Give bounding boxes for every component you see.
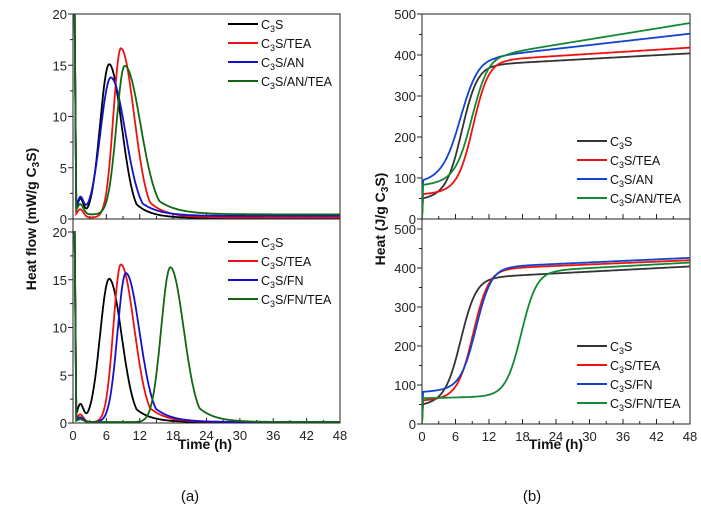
y-tick-label: 100 xyxy=(394,171,416,186)
legend-entry: C3S/TEA xyxy=(610,359,661,375)
x-tick-label: 24 xyxy=(199,428,213,443)
y-tick-label: 15 xyxy=(53,58,67,73)
legend-entry: C3S/FN xyxy=(261,274,304,290)
y-tick-label: 200 xyxy=(394,339,416,354)
series-line-c3s-fn xyxy=(422,257,690,424)
legend-entry: C3S/AN xyxy=(261,56,304,72)
y-axis-title-b: Heat (J/g C3S) xyxy=(372,173,391,266)
x-tick-label: 18 xyxy=(166,428,180,443)
legend-entry: C3S/AN xyxy=(610,173,653,189)
y-tick-label: 300 xyxy=(394,300,416,315)
x-tick-label: 0 xyxy=(418,429,425,444)
x-axis-title-a: Time (h) xyxy=(178,436,232,452)
legend-entry: C3S xyxy=(610,135,632,151)
legend-entry: C3S/FN/TEA xyxy=(261,293,332,309)
x-tick-label: 0 xyxy=(69,428,76,443)
y-tick-label: 0 xyxy=(60,212,67,227)
series-line-c3s-an-tea xyxy=(422,22,690,219)
x-tick-label: 30 xyxy=(582,429,596,444)
x-tick-label: 6 xyxy=(103,428,110,443)
x-tick-label: 48 xyxy=(683,429,697,444)
x-tick-label: 18 xyxy=(515,429,529,444)
x-tick-label: 6 xyxy=(452,429,459,444)
legend-entry: C3S/TEA xyxy=(261,255,312,271)
series-line-c3s-tea xyxy=(73,14,340,219)
legend-entry: C3S xyxy=(261,236,283,252)
y-tick-label: 500 xyxy=(394,7,416,22)
panel-a-top: 0 5 10 15 20 C3S C3S/TEA C3S/AN C3S/AN/TEA xyxy=(53,7,341,227)
series-line-c3s-an xyxy=(422,32,690,219)
y-tick-label: 100 xyxy=(394,378,416,393)
series-line-c3s-an-tea xyxy=(73,14,340,216)
x-tick-label: 42 xyxy=(299,428,313,443)
legend-entry: C3S/FN/TEA xyxy=(610,397,681,413)
x-tick-label: 36 xyxy=(266,428,280,443)
x-axis-title-b: Time (h) xyxy=(529,436,583,452)
legend-entry: C3S/AN/TEA xyxy=(261,75,333,91)
y-tick-label: 500 xyxy=(394,222,416,237)
series-line-c3s-tea xyxy=(422,46,690,219)
y-tick-label: 400 xyxy=(394,261,416,276)
x-tick-label: 36 xyxy=(616,429,630,444)
x-tick-label: 12 xyxy=(133,428,147,443)
y-tick-label: 0 xyxy=(60,416,67,431)
series-line-c3s-fn-tea xyxy=(73,231,340,423)
legend-entry: C3S xyxy=(610,340,632,356)
legend-entry: C3S/AN/TEA xyxy=(610,192,682,208)
series-line-c3s xyxy=(422,265,690,424)
panel-a-bottom: 0 6 12 18 24 30 36 42 48 0 5 10 15 20 C3S C3S/TEA C3S/FN… xyxy=(53,218,347,443)
y-tick-label: 5 xyxy=(60,368,67,383)
caption-b: (b) xyxy=(523,488,541,505)
x-tick-label: 42 xyxy=(649,429,663,444)
y-tick-label: 10 xyxy=(53,321,67,336)
y-tick-label: 0 xyxy=(409,212,416,227)
y-tick-label: 400 xyxy=(394,48,416,63)
legend-entry: C3S/FN xyxy=(610,378,653,394)
y-tick-label: 10 xyxy=(53,110,67,125)
y-tick-label: 0 xyxy=(409,417,416,432)
series-line-c3s-an xyxy=(73,14,340,217)
panel-b-top: 0 100 200 300 400 500 C3S C3S/TEA C3S/AN C3S/AN/T… xyxy=(394,7,691,227)
y-tick-label: 200 xyxy=(394,130,416,145)
x-tick-label: 24 xyxy=(549,429,563,444)
plot-frame xyxy=(421,218,691,425)
x-tick-label: 12 xyxy=(482,429,496,444)
series-line-c3s-fn-tea xyxy=(422,261,690,424)
legend-entry: C3S/TEA xyxy=(610,154,661,170)
y-tick-label: 20 xyxy=(53,225,67,240)
y-axis-title-a: Heat flow (mW/g C3S) xyxy=(23,148,42,290)
y-tick-label: 15 xyxy=(53,273,67,288)
caption-a: (a) xyxy=(181,488,199,505)
legend-entry: C3S/TEA xyxy=(261,37,312,53)
legend-entry: C3S xyxy=(261,18,283,34)
x-tick-label: 48 xyxy=(333,428,347,443)
x-tick-label: 30 xyxy=(233,428,247,443)
y-tick-label: 20 xyxy=(53,7,67,22)
panel-b-bottom: 0 6 12 18 24 30 36 42 48 0 100 200 300 400 500 C3S C3S/T… xyxy=(394,218,697,444)
y-tick-label: 5 xyxy=(60,161,67,176)
y-tick-label: 300 xyxy=(394,89,416,104)
series-line-c3s xyxy=(422,52,690,219)
